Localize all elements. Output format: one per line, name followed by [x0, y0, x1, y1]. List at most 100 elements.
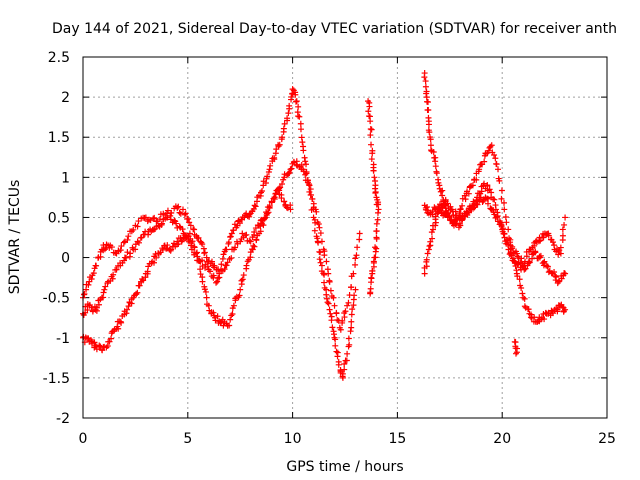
data-point — [123, 310, 130, 317]
data-point — [253, 237, 260, 244]
data-point — [238, 277, 245, 284]
x-tick-label: 20 — [493, 431, 511, 447]
data-point — [229, 310, 236, 317]
data-point — [167, 212, 174, 219]
data-point — [223, 262, 230, 269]
data-point — [498, 187, 505, 194]
data-point — [185, 215, 192, 222]
data-point — [296, 113, 303, 120]
y-tick-label: 2 — [61, 90, 70, 106]
data-point — [211, 262, 218, 269]
data-point — [501, 199, 508, 206]
data-point — [372, 244, 379, 251]
data-point — [343, 357, 350, 364]
data-point — [341, 361, 348, 368]
data-point — [232, 244, 239, 251]
data-point — [485, 147, 492, 154]
data-point — [505, 241, 512, 248]
data-point — [113, 266, 120, 273]
data-point — [344, 302, 351, 309]
data-point — [214, 278, 221, 285]
data-point — [276, 141, 283, 148]
data-point — [179, 206, 186, 213]
data-point — [110, 271, 117, 278]
data-point — [325, 300, 332, 307]
data-point — [341, 366, 348, 373]
data-point — [425, 246, 432, 253]
data-point — [278, 191, 285, 198]
data-point — [317, 259, 324, 266]
data-point — [279, 134, 286, 141]
data-point — [124, 306, 131, 313]
data-point — [424, 250, 431, 257]
data-point — [433, 170, 440, 177]
data-point — [562, 270, 569, 277]
data-point — [423, 90, 430, 97]
data-point — [271, 154, 278, 161]
data-point — [91, 339, 98, 346]
data-point — [425, 121, 432, 128]
data-point — [444, 200, 451, 207]
data-point — [125, 233, 132, 240]
data-point — [491, 196, 498, 203]
data-point — [366, 113, 373, 120]
data-point — [150, 215, 157, 222]
data-point — [118, 319, 125, 326]
data-point — [317, 249, 324, 256]
y-tick-labels: -2 -1.5 -1 -0.5 0 0.5 1 1.5 2 2.5 — [43, 50, 70, 427]
data-point — [529, 255, 536, 262]
data-point — [214, 313, 221, 320]
data-point — [283, 204, 290, 211]
data-point — [281, 120, 288, 127]
data-point — [545, 232, 552, 239]
x-tick-labels: 0 5 10 15 20 25 — [79, 431, 616, 447]
data-point — [145, 263, 152, 270]
data-point — [285, 170, 292, 177]
data-point — [370, 167, 377, 174]
data-point — [132, 246, 139, 253]
data-point — [513, 250, 520, 257]
data-point — [557, 244, 564, 251]
data-point — [332, 336, 339, 343]
data-point — [300, 168, 307, 175]
data-point — [422, 78, 429, 85]
data-point — [108, 335, 115, 342]
data-point — [452, 208, 459, 215]
data-point — [96, 342, 103, 349]
data-point — [348, 324, 355, 331]
data-point — [134, 223, 141, 230]
data-point — [550, 239, 557, 246]
data-point — [228, 230, 235, 237]
data-point — [288, 165, 295, 172]
data-point — [285, 110, 292, 117]
data-point — [302, 158, 309, 165]
data-point — [293, 98, 300, 105]
data-point — [428, 229, 435, 236]
data-point — [372, 189, 379, 196]
data-point — [267, 162, 274, 169]
data-point — [179, 226, 186, 233]
data-point — [333, 310, 340, 317]
y-tick-label: -1 — [56, 331, 70, 347]
data-point — [260, 222, 267, 229]
data-point — [250, 242, 257, 249]
data-point — [491, 151, 498, 158]
data-point — [228, 312, 235, 319]
data-point — [316, 256, 323, 263]
data-point — [501, 206, 508, 213]
data-point — [316, 224, 323, 231]
data-point — [439, 204, 446, 211]
data-point — [237, 286, 244, 293]
data-point — [501, 231, 508, 238]
data-point — [356, 230, 363, 237]
data-point — [193, 250, 200, 257]
data-point — [327, 310, 334, 317]
data-point — [350, 302, 357, 309]
data-point — [252, 203, 259, 210]
data-point — [236, 220, 243, 227]
data-point — [284, 205, 291, 212]
y-tick-label: 2.5 — [48, 50, 70, 66]
data-point — [100, 289, 107, 296]
data-point — [426, 129, 433, 136]
